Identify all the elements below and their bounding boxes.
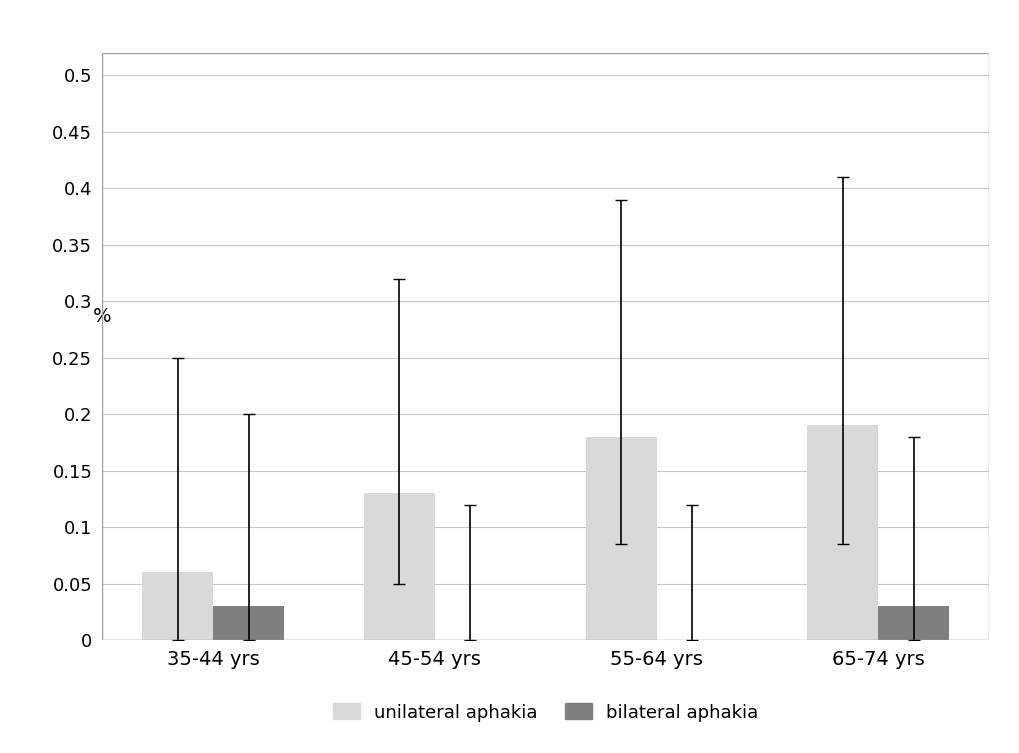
Bar (364, 493, 434, 640)
Bar (585, 437, 656, 640)
Bar (806, 425, 877, 640)
Legend: unilateral aphakia, bilateral aphakia: unilateral aphakia, bilateral aphakia (325, 696, 765, 729)
Bar (143, 572, 213, 640)
Bar (877, 606, 948, 640)
Bar (213, 606, 284, 640)
Text: %: % (93, 306, 112, 326)
